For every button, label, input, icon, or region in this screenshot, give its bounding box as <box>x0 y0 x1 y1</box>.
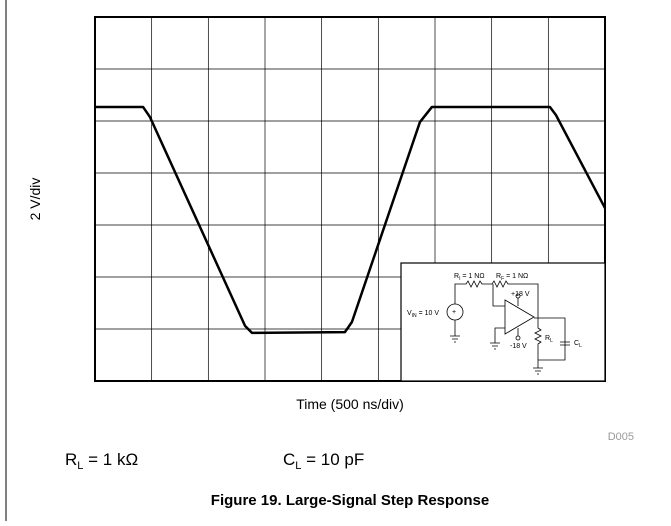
text: = 1 NΩ <box>460 273 484 280</box>
subscript: L <box>550 338 553 344</box>
subscript: I <box>459 276 460 282</box>
caption: Figure 19. Large-Signal Step Response <box>211 492 489 509</box>
text: = 1 kΩ <box>83 450 138 469</box>
inset-schematic: + RI = 1 NΩ RF = 1 NΩ VIN = 10 V +18 V -… <box>400 262 606 382</box>
text: = 10 pF <box>301 450 364 469</box>
subscript: L <box>579 343 582 349</box>
inset-frame <box>400 262 606 382</box>
text: = 1 NΩ <box>504 273 528 280</box>
subscript: IN <box>412 313 417 319</box>
rl-label: RL <box>545 335 553 344</box>
schematic-wires: + <box>446 280 570 375</box>
condition: CL = 10 pF <box>283 450 364 472</box>
figure-id: D005 <box>608 431 634 443</box>
symbol: C <box>574 340 579 347</box>
symbol: R <box>65 450 77 469</box>
vneg-label: -18 V <box>510 343 527 350</box>
rf-label: RF = 1 NΩ <box>496 273 528 282</box>
vpos-label: +18 V <box>511 291 530 298</box>
text: = 10 V <box>417 310 440 317</box>
y-axis-label: 2 V/div <box>27 178 43 221</box>
subscript: L <box>77 460 83 472</box>
cl-label: CL <box>574 340 582 349</box>
subscript: L <box>295 460 301 472</box>
symbol: R <box>545 335 550 342</box>
x-axis-label: Time (500 ns/div) <box>296 396 404 412</box>
subscript: F <box>501 276 504 282</box>
symbol: C <box>283 450 295 469</box>
symbol: V <box>407 310 412 317</box>
svg-text:+: + <box>452 309 456 316</box>
trace-line <box>95 105 607 335</box>
trace-layer <box>95 105 607 335</box>
symbol: R <box>454 273 459 280</box>
condition: RL = 1 kΩ <box>65 450 138 472</box>
ri-label: RI = 1 NΩ <box>454 273 485 282</box>
plot-frame <box>94 16 606 382</box>
symbol: R <box>496 273 501 280</box>
vin-label: VIN = 10 V <box>407 310 439 319</box>
